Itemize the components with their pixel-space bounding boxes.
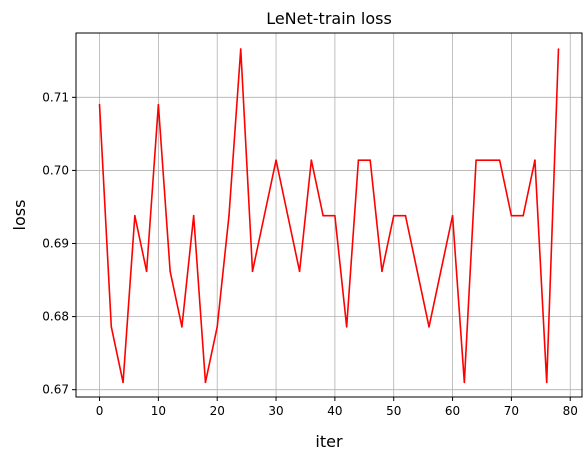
data-point (298, 270, 301, 273)
data-point (334, 214, 336, 217)
data-point (287, 214, 289, 217)
data-point (239, 48, 242, 50)
data-point (110, 326, 113, 328)
data-point (157, 103, 160, 106)
data-point (134, 214, 136, 217)
x-tick-label: 40 (327, 404, 342, 418)
data-point (204, 381, 207, 384)
data-point (263, 214, 266, 217)
data-point (557, 48, 560, 50)
data-point (522, 214, 524, 217)
plot-frame (75, 32, 583, 398)
x-tick-label: 20 (210, 404, 225, 418)
data-point (428, 326, 430, 328)
data-point (310, 159, 313, 161)
data-point (381, 270, 383, 273)
data-point (416, 270, 419, 273)
data-point (216, 326, 219, 328)
data-point (228, 214, 230, 217)
data-point (345, 326, 348, 328)
x-tick-label: 30 (268, 404, 283, 418)
y-axis-label: loss (10, 200, 29, 231)
data-point (192, 214, 195, 217)
x-tick-label: 10 (151, 404, 166, 418)
y-tick-label: 0.68 (42, 310, 69, 324)
data-point (534, 159, 536, 161)
data-point (392, 214, 395, 217)
data-point (251, 270, 254, 273)
data-point (498, 159, 501, 161)
data-point (451, 214, 454, 217)
data-point (475, 159, 477, 161)
data-point (145, 270, 148, 273)
x-tick-label: 50 (386, 404, 401, 418)
loss-series-line (98, 48, 560, 384)
y-tick-label: 0.71 (42, 90, 69, 104)
data-point (98, 103, 101, 106)
data-point (169, 270, 171, 273)
y-tick-label: 0.70 (42, 163, 69, 177)
y-tick-label: 0.69 (42, 237, 69, 251)
data-point (545, 381, 548, 384)
data-point (357, 159, 360, 161)
data-point (439, 270, 442, 273)
x-tick-label: 60 (445, 404, 460, 418)
y-tick-label: 0.67 (42, 383, 69, 397)
x-tick-label: 0 (96, 404, 104, 418)
data-point (369, 159, 371, 161)
data-point (322, 214, 324, 217)
x-tick-label: 70 (504, 404, 519, 418)
x-axis-label: iter (315, 432, 343, 451)
data-point (404, 214, 407, 217)
data-point (275, 159, 277, 161)
data-point (510, 214, 513, 217)
data-point (487, 159, 489, 161)
x-tick-label: 80 (563, 404, 578, 418)
series-layer (98, 48, 560, 384)
data-point (122, 381, 124, 384)
data-point (463, 381, 466, 384)
x-axis-ticks: 0 10 20 30 40 50 60 70 80 (96, 397, 578, 418)
data-point (181, 326, 183, 328)
y-axis-ticks: 0.67 0.68 0.69 0.70 0.71 (42, 90, 76, 397)
chart-title: LeNet-train loss (266, 9, 392, 28)
